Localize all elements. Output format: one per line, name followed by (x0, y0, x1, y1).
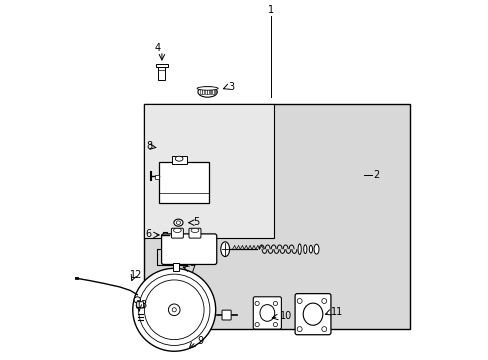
Circle shape (255, 301, 259, 306)
Bar (172, 263, 179, 271)
Ellipse shape (198, 87, 217, 97)
FancyBboxPatch shape (253, 297, 281, 329)
Ellipse shape (260, 305, 274, 321)
Ellipse shape (176, 221, 180, 224)
Ellipse shape (298, 244, 301, 255)
Text: 7: 7 (189, 265, 195, 275)
Text: 10: 10 (279, 311, 291, 321)
Ellipse shape (303, 303, 322, 325)
Ellipse shape (191, 228, 199, 233)
FancyBboxPatch shape (161, 234, 216, 265)
Bar (200, 87, 201, 94)
Bar (144, 104, 274, 238)
Circle shape (255, 323, 259, 327)
Text: 12: 12 (130, 270, 142, 280)
Ellipse shape (309, 245, 312, 253)
Circle shape (134, 297, 140, 303)
Text: 8: 8 (146, 141, 153, 152)
Ellipse shape (175, 156, 183, 161)
Circle shape (168, 304, 180, 316)
Bar (202, 87, 203, 94)
Text: 2: 2 (372, 170, 378, 180)
Circle shape (132, 268, 215, 351)
Bar (144, 104, 409, 329)
Ellipse shape (174, 219, 183, 226)
Ellipse shape (197, 87, 218, 90)
FancyBboxPatch shape (171, 228, 183, 238)
Ellipse shape (313, 244, 318, 254)
Circle shape (273, 301, 277, 306)
Bar (214, 87, 216, 94)
Text: 9: 9 (197, 336, 203, 346)
Ellipse shape (220, 242, 229, 257)
Text: 1: 1 (267, 5, 273, 15)
Bar (155, 175, 159, 179)
Text: 4: 4 (154, 43, 160, 53)
FancyBboxPatch shape (188, 228, 201, 238)
Circle shape (321, 298, 326, 303)
Bar (159, 162, 208, 203)
Circle shape (321, 327, 326, 332)
Bar (163, 232, 166, 238)
Circle shape (297, 327, 302, 332)
Circle shape (273, 323, 277, 327)
Bar (156, 64, 167, 67)
Text: 5: 5 (193, 217, 200, 227)
Bar (207, 87, 208, 94)
Bar (209, 87, 211, 94)
Bar (171, 156, 186, 164)
Bar (212, 87, 213, 94)
FancyBboxPatch shape (222, 310, 231, 320)
Circle shape (297, 298, 302, 303)
Text: 3: 3 (227, 82, 234, 92)
Bar (204, 87, 206, 94)
Circle shape (172, 308, 176, 312)
Ellipse shape (173, 228, 181, 233)
Text: 6: 6 (145, 229, 151, 239)
Text: 11: 11 (330, 307, 342, 316)
Ellipse shape (303, 245, 306, 253)
FancyBboxPatch shape (136, 302, 143, 308)
Bar (158, 66, 165, 80)
FancyBboxPatch shape (294, 294, 330, 335)
Text: 13: 13 (136, 300, 148, 310)
